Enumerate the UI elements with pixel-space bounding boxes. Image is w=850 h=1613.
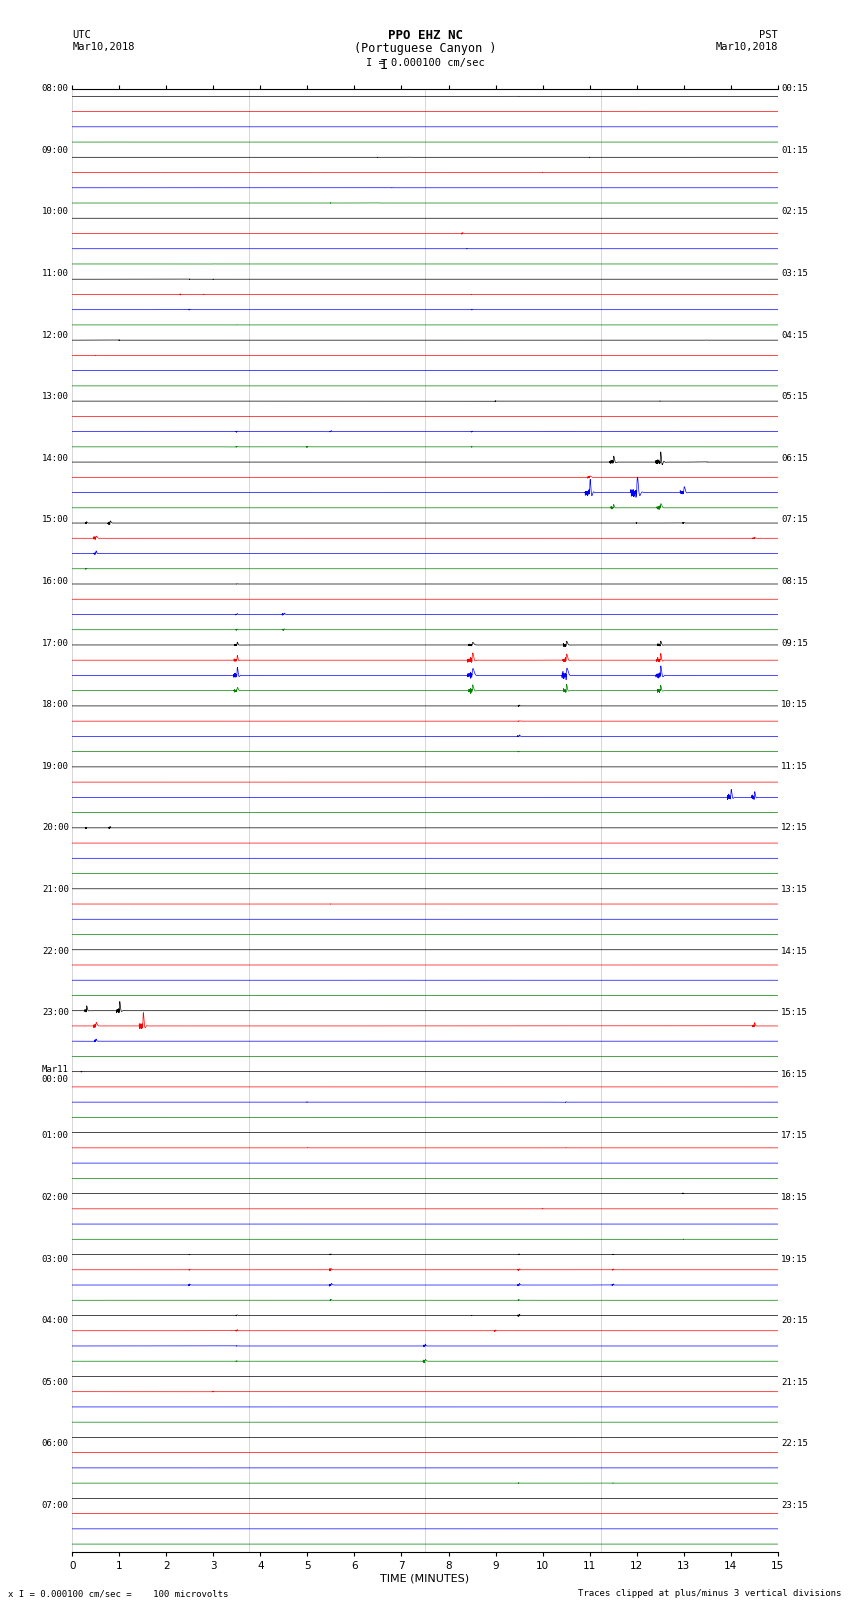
Text: 15:00: 15:00 (42, 516, 69, 524)
Text: 02:15: 02:15 (781, 208, 808, 216)
Text: 19:15: 19:15 (781, 1255, 808, 1263)
Text: PST: PST (759, 31, 778, 40)
Text: 10:15: 10:15 (781, 700, 808, 710)
Text: 04:15: 04:15 (781, 331, 808, 340)
Text: 19:00: 19:00 (42, 761, 69, 771)
Text: 04:00: 04:00 (42, 1316, 69, 1326)
Text: PPO EHZ NC: PPO EHZ NC (388, 29, 462, 42)
Text: 20:15: 20:15 (781, 1316, 808, 1326)
Text: 13:00: 13:00 (42, 392, 69, 402)
Text: I = 0.000100 cm/sec: I = 0.000100 cm/sec (366, 58, 484, 68)
Text: Mar11
00:00: Mar11 00:00 (42, 1065, 69, 1084)
Text: I: I (380, 58, 388, 71)
Text: 05:00: 05:00 (42, 1378, 69, 1387)
Text: 14:00: 14:00 (42, 453, 69, 463)
Text: 16:15: 16:15 (781, 1069, 808, 1079)
Text: 18:15: 18:15 (781, 1194, 808, 1202)
Text: 12:00: 12:00 (42, 331, 69, 340)
Text: 07:00: 07:00 (42, 1502, 69, 1510)
Text: 23:15: 23:15 (781, 1502, 808, 1510)
Text: 21:15: 21:15 (781, 1378, 808, 1387)
Text: Mar10,2018: Mar10,2018 (715, 42, 778, 52)
Text: 22:15: 22:15 (781, 1439, 808, 1448)
Text: 01:00: 01:00 (42, 1131, 69, 1140)
Text: 06:00: 06:00 (42, 1439, 69, 1448)
Text: 03:15: 03:15 (781, 269, 808, 277)
Text: Mar10,2018: Mar10,2018 (72, 42, 135, 52)
Text: 06:15: 06:15 (781, 453, 808, 463)
Text: 18:00: 18:00 (42, 700, 69, 710)
Text: 17:15: 17:15 (781, 1131, 808, 1140)
Text: 12:15: 12:15 (781, 823, 808, 832)
Text: 00:15: 00:15 (781, 84, 808, 94)
Text: (Portuguese Canyon ): (Portuguese Canyon ) (354, 42, 496, 55)
Text: 14:15: 14:15 (781, 947, 808, 955)
Text: 08:00: 08:00 (42, 84, 69, 94)
Text: 07:15: 07:15 (781, 516, 808, 524)
Text: 23:00: 23:00 (42, 1008, 69, 1018)
Text: 16:00: 16:00 (42, 577, 69, 586)
Text: UTC: UTC (72, 31, 91, 40)
Text: 15:15: 15:15 (781, 1008, 808, 1018)
Text: 21:00: 21:00 (42, 886, 69, 894)
Text: 09:15: 09:15 (781, 639, 808, 647)
Text: 03:00: 03:00 (42, 1255, 69, 1263)
Text: 11:15: 11:15 (781, 761, 808, 771)
Text: Traces clipped at plus/minus 3 vertical divisions: Traces clipped at plus/minus 3 vertical … (578, 1589, 842, 1598)
Text: 05:15: 05:15 (781, 392, 808, 402)
Text: 17:00: 17:00 (42, 639, 69, 647)
Text: 02:00: 02:00 (42, 1194, 69, 1202)
Text: 13:15: 13:15 (781, 886, 808, 894)
X-axis label: TIME (MINUTES): TIME (MINUTES) (381, 1574, 469, 1584)
Text: x I = 0.000100 cm/sec =    100 microvolts: x I = 0.000100 cm/sec = 100 microvolts (8, 1589, 229, 1598)
Text: 09:00: 09:00 (42, 145, 69, 155)
Text: 10:00: 10:00 (42, 208, 69, 216)
Text: 22:00: 22:00 (42, 947, 69, 955)
Text: 08:15: 08:15 (781, 577, 808, 586)
Text: 20:00: 20:00 (42, 823, 69, 832)
Text: 01:15: 01:15 (781, 145, 808, 155)
Text: 11:00: 11:00 (42, 269, 69, 277)
